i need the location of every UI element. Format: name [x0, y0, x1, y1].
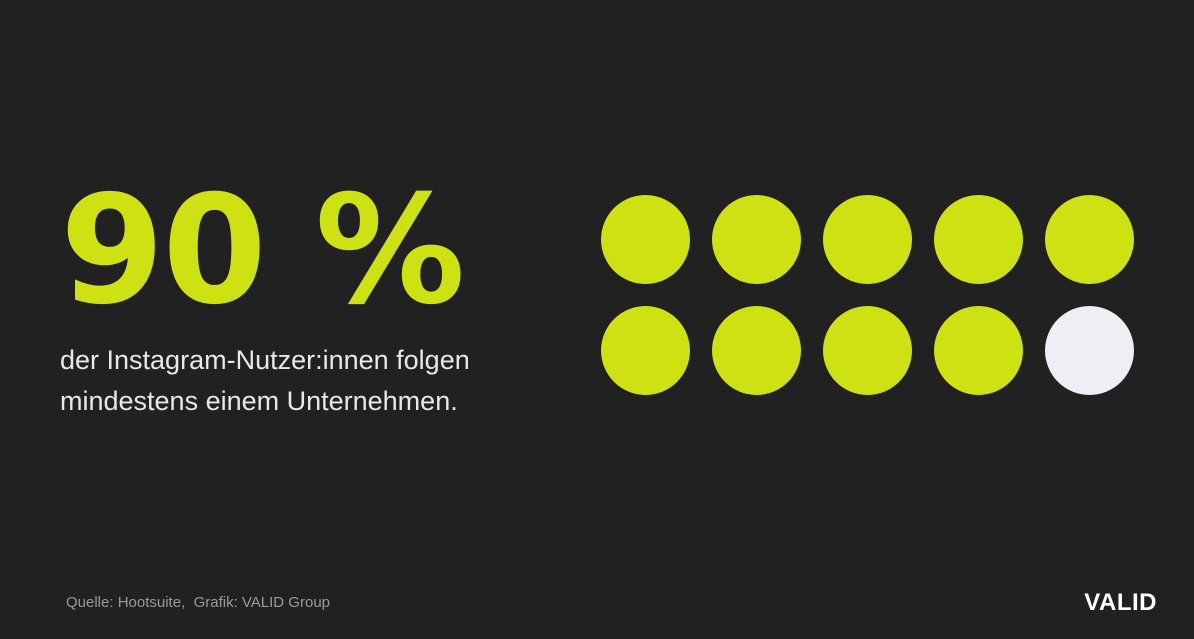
- description: der Instagram-Nutzer:innen folgen mindes…: [60, 340, 540, 422]
- dot-filled: [934, 195, 1023, 284]
- headline-percent: 90 %: [60, 164, 465, 338]
- dot-empty: [1045, 306, 1134, 395]
- brand-logo: VALID: [1084, 589, 1157, 616]
- dot-filled: [823, 195, 912, 284]
- dot-filled: [823, 306, 912, 395]
- dot-filled: [934, 306, 1023, 395]
- dot-filled: [712, 195, 801, 284]
- description-line-2: mindestens einem Unternehmen.: [60, 386, 458, 416]
- source-note: Quelle: Hootsuite, Grafik: VALID Group: [66, 594, 331, 611]
- description-line-1: der Instagram-Nutzer:innen folgen: [60, 345, 470, 375]
- dot-filled: [601, 306, 690, 395]
- dot-matrix-chart: [601, 195, 1134, 395]
- dot-filled: [712, 306, 801, 395]
- dot-filled: [601, 195, 690, 284]
- dot-filled: [1045, 195, 1134, 284]
